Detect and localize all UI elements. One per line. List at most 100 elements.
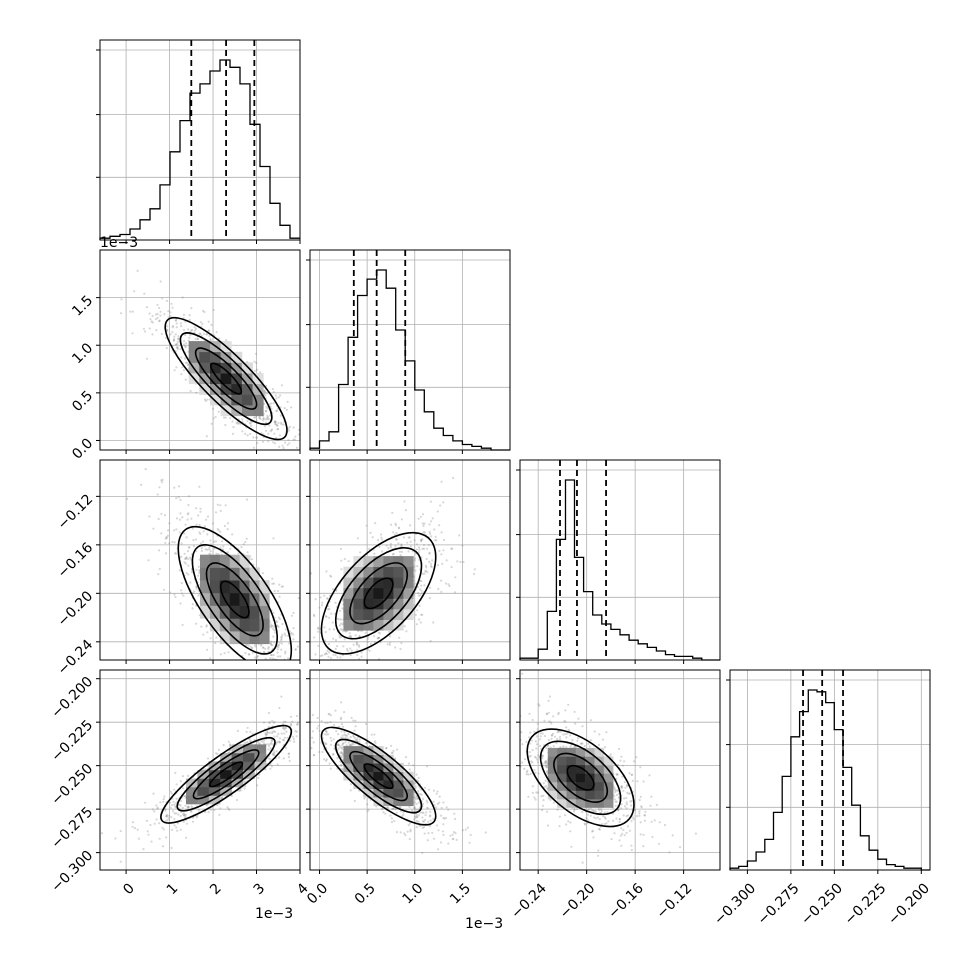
scatter-point xyxy=(133,827,137,830)
scatter-point xyxy=(425,557,428,561)
scatter-point xyxy=(275,397,278,400)
scatter-point xyxy=(381,550,384,553)
scatter-point xyxy=(261,440,265,443)
scatter-point xyxy=(318,750,321,754)
scatter-point xyxy=(267,647,270,650)
scatter-point xyxy=(286,400,289,403)
scatter-point xyxy=(413,807,416,810)
scatter-point xyxy=(421,538,424,541)
scatter-point xyxy=(198,569,201,572)
scatter-point xyxy=(447,842,450,845)
density-cell xyxy=(363,587,374,599)
scatter-point xyxy=(295,735,298,738)
density-cell xyxy=(403,598,414,610)
scatter-point xyxy=(100,832,104,835)
scatter-point xyxy=(264,733,267,736)
scatter-point xyxy=(312,613,315,616)
scatter-point xyxy=(367,635,370,639)
scatter-point xyxy=(279,661,281,663)
scatter-point xyxy=(172,529,176,532)
density-cell xyxy=(373,619,384,631)
scatter-point xyxy=(364,742,367,745)
scatter-point xyxy=(314,653,317,656)
scatter-point xyxy=(338,624,341,627)
density-cell xyxy=(363,746,374,755)
scatter-point xyxy=(231,432,235,435)
contour-line xyxy=(179,332,273,426)
scatter-point xyxy=(429,819,432,822)
scatter-point xyxy=(395,538,398,541)
scatter-point xyxy=(297,672,299,674)
scatter-point xyxy=(168,522,171,525)
scatter-point xyxy=(266,418,269,421)
density-cell xyxy=(231,351,243,363)
scatter-point xyxy=(278,445,281,448)
density-cell xyxy=(383,763,394,772)
scatter-point xyxy=(413,539,416,542)
scatter-point xyxy=(193,329,196,332)
scatter-point xyxy=(407,762,411,765)
scatter-point xyxy=(245,730,248,734)
scatter-point xyxy=(334,601,337,604)
scatter-point xyxy=(360,651,363,654)
histogram-panel-2 xyxy=(516,459,721,664)
scatter-point xyxy=(205,624,208,627)
scatter-point xyxy=(184,836,188,839)
scatter-point xyxy=(277,740,280,743)
scatter-point xyxy=(131,821,135,824)
scatter-point xyxy=(583,744,586,748)
scatter-point xyxy=(187,564,190,567)
scatter-point xyxy=(185,342,188,345)
scatter-point xyxy=(277,625,280,628)
scatter-point xyxy=(442,538,445,542)
scatter-point xyxy=(267,440,270,443)
scatter-point xyxy=(247,644,250,647)
scatter-point xyxy=(193,590,196,593)
scatter-point xyxy=(428,560,431,564)
scatter-point xyxy=(271,753,274,756)
scatter-point xyxy=(190,570,194,574)
scatter-point xyxy=(215,752,218,755)
scatter-point xyxy=(350,649,353,653)
scatter-point xyxy=(425,569,428,572)
scatter-point xyxy=(386,643,389,646)
scatter-point xyxy=(180,373,183,376)
scatter-point xyxy=(291,666,293,668)
scatter-point xyxy=(172,339,176,342)
scatter-point xyxy=(175,812,178,815)
scatter-point xyxy=(144,468,147,471)
scatter-point xyxy=(217,553,220,556)
scatter-point xyxy=(306,674,308,676)
density-cell xyxy=(239,567,250,581)
scatter-point xyxy=(347,560,350,563)
scatter-point xyxy=(183,814,186,817)
scatter-point xyxy=(339,547,343,551)
scatter-point xyxy=(256,655,259,658)
scatter-point xyxy=(384,812,387,815)
scatter-point xyxy=(248,422,251,425)
scatter-point xyxy=(394,544,397,548)
scatter-point xyxy=(365,664,367,666)
scatter-point xyxy=(353,729,356,732)
scatter-point xyxy=(349,635,352,638)
scatter-point xyxy=(397,526,400,529)
density-cell xyxy=(373,754,384,764)
scatter-point xyxy=(289,739,292,742)
scatter-point xyxy=(204,768,207,771)
scatter-point xyxy=(192,539,195,542)
scatter-point xyxy=(254,416,257,419)
density-cell xyxy=(403,771,414,781)
density-cell xyxy=(343,577,354,589)
scatter-point xyxy=(378,636,381,640)
contour-line xyxy=(164,316,288,441)
scatter-point xyxy=(251,664,253,666)
scatter-point xyxy=(204,399,207,402)
density-cell xyxy=(220,394,232,406)
scatter-point xyxy=(287,752,290,756)
scatter-point xyxy=(129,310,132,313)
scatter-point xyxy=(427,832,430,835)
scatter-point xyxy=(388,641,392,644)
scatter-point xyxy=(321,684,323,686)
density-cell xyxy=(220,351,232,363)
